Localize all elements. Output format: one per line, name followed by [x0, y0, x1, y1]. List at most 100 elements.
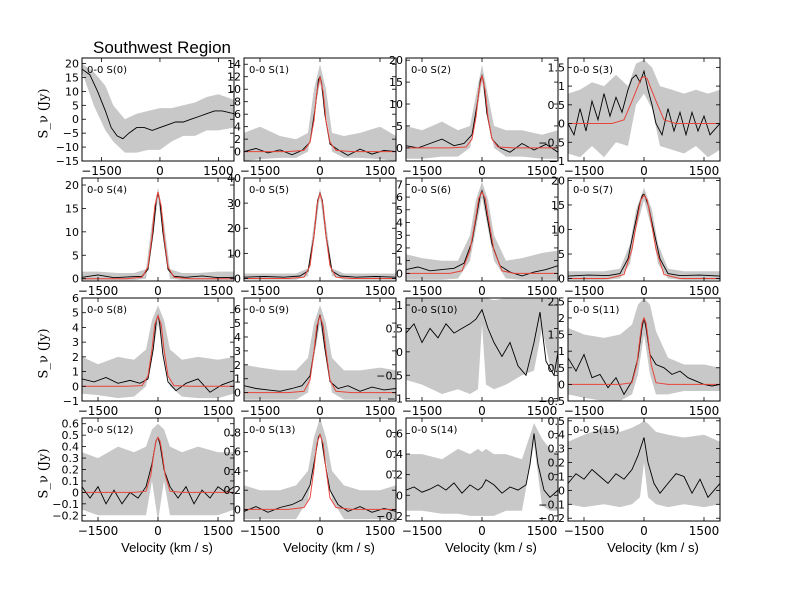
uncertainty-band: [406, 298, 558, 394]
y-axis-label-row-1: S_ν (Jy): [36, 88, 52, 139]
panel-title: 0-0 S(0): [87, 65, 127, 76]
y-tick-label: 0: [558, 118, 565, 131]
panel-14: −1500 0 1500 −0.2 0 0.2 0.4 0.6 0-0 S(14): [376, 417, 559, 538]
x-tick-label: 0: [478, 404, 486, 418]
y-tick-label: 15: [65, 71, 79, 84]
panel-title: 0-0 S(14): [411, 425, 457, 436]
y-tick-label: 15: [65, 202, 79, 215]
x-tick-label: 0: [640, 404, 648, 418]
x-tick-label: 1500: [689, 404, 720, 418]
y-tick-label: 5: [72, 307, 79, 320]
x-tick-label: 1500: [527, 284, 558, 298]
data-line: [568, 437, 720, 499]
data-line: [82, 68, 234, 140]
fit-line: [568, 76, 720, 124]
data-line: [406, 308, 558, 377]
plot-area: [82, 423, 234, 521]
y-tick-label: 0: [234, 503, 241, 516]
x-tick-label: −1500: [402, 284, 443, 298]
y-tick-label: 0: [396, 267, 403, 280]
y-tick-label: 0: [558, 378, 565, 391]
uncertainty-band: [406, 64, 558, 159]
fit-line: [244, 432, 396, 510]
uncertainty-band: [82, 63, 234, 153]
y-tick-label: 5: [558, 248, 565, 261]
y-tick-label: 1: [558, 80, 565, 93]
uncertainty-band: [244, 188, 396, 280]
y-tick-label: −5: [63, 127, 79, 140]
y-tick-label: 0.4: [62, 441, 80, 454]
fit-line: [568, 316, 720, 385]
x-tick-label: 0: [316, 404, 324, 418]
y-tick-label: 1: [234, 373, 241, 386]
panel-title: 0-0 S(15): [573, 425, 619, 436]
y-tick-label: 15: [551, 199, 565, 212]
fit-line: [82, 314, 234, 387]
y-tick-label: 0.6: [62, 418, 80, 431]
y-tick-label: 5: [72, 249, 79, 262]
x-tick-label: −1500: [240, 164, 281, 178]
x-tick-label: −1500: [564, 164, 605, 178]
y-tick-label: −10: [56, 141, 79, 154]
y-tick-label: 0.3: [62, 452, 80, 465]
y-tick-label: 0: [234, 146, 241, 159]
y-tick-label: 0.2: [386, 469, 404, 482]
y-tick-label: 40: [227, 172, 241, 185]
fit-line: [244, 314, 396, 394]
panel-title: 0-0 S(2): [411, 65, 451, 76]
y-tick-label: 8: [234, 96, 241, 109]
y-tick-label: 0.1: [548, 470, 566, 483]
y-tick-label: 0.8: [224, 426, 242, 439]
y-tick-label: 14: [227, 58, 241, 71]
y-tick-label: −0.1: [52, 498, 79, 511]
y-tick-label: 0.3: [548, 443, 566, 456]
plot-area: [568, 298, 720, 401]
y-tick-label: 0: [558, 484, 565, 497]
x-tick-label: −1500: [240, 404, 281, 418]
uncertainty-band: [568, 420, 720, 508]
y-tick-label: 0.5: [548, 415, 566, 428]
x-tick-label: 0: [154, 524, 162, 538]
fit-line: [406, 75, 558, 149]
x-tick-label: 1500: [203, 524, 234, 538]
y-tick-label: 0: [72, 273, 79, 286]
panel-title: 0-0 S(7): [573, 185, 613, 196]
panel-title: 0-0 S(3): [573, 65, 613, 76]
panel-title: 0-0 S(1): [249, 65, 289, 76]
x-tick-label: 1500: [203, 164, 234, 178]
uncertainty-band: [82, 305, 234, 399]
y-tick-label: −0.2: [538, 512, 565, 525]
uncertainty-band: [82, 423, 234, 521]
y-tick-label: 10: [227, 247, 241, 260]
y-tick-label: 4: [396, 217, 403, 230]
uncertainty-band: [244, 64, 396, 161]
y-tick-label: 30: [227, 197, 241, 210]
panel-11: −1500 0 1500 −0.5 0 0.5 1 1.5 2 2.5 0-0 S(11): [538, 295, 721, 418]
x-tick-label: 1500: [527, 404, 558, 418]
y-tick-label: 6: [234, 108, 241, 121]
fit-line: [82, 436, 234, 493]
y-tick-label: −0.5: [538, 136, 565, 149]
x-tick-label: −1500: [564, 524, 605, 538]
x-tick-label: 1500: [527, 524, 558, 538]
fit-line: [406, 190, 558, 274]
panel-title: 0-0 S(4): [87, 185, 127, 196]
y-tick-label: 7: [396, 178, 403, 191]
data-line: [406, 189, 558, 277]
panel-13: −1500 0 1500 0 0.2 0.4 0.6 0.8 0-0 S(13): [224, 417, 397, 538]
y-tick-label: 4: [234, 121, 241, 134]
x-tick-label: 1500: [689, 284, 720, 298]
x-tick-label: 0: [316, 284, 324, 298]
panel-12: −1500 0 1500−0.2−0.100.10.20.30.40.50.6 0-0…: [52, 417, 235, 538]
y-tick-label: 0: [396, 346, 403, 359]
x-axis-label-col-2: Velocity (km / s): [283, 540, 375, 555]
y-tick-label: 2: [234, 133, 241, 146]
x-axis-label-col-3: Velocity (km / s): [445, 540, 537, 555]
panel-3: −1500 0 1500 −1 −0.5 0 0.5 1 1.5 0-0 S(3): [538, 57, 721, 178]
axes-frame: [81, 57, 235, 162]
y-tick-label: 0.5: [386, 322, 404, 335]
y-tick-label: 0.5: [62, 429, 80, 442]
uncertainty-band: [406, 181, 558, 280]
figure-title: Southwest Region: [93, 38, 231, 57]
